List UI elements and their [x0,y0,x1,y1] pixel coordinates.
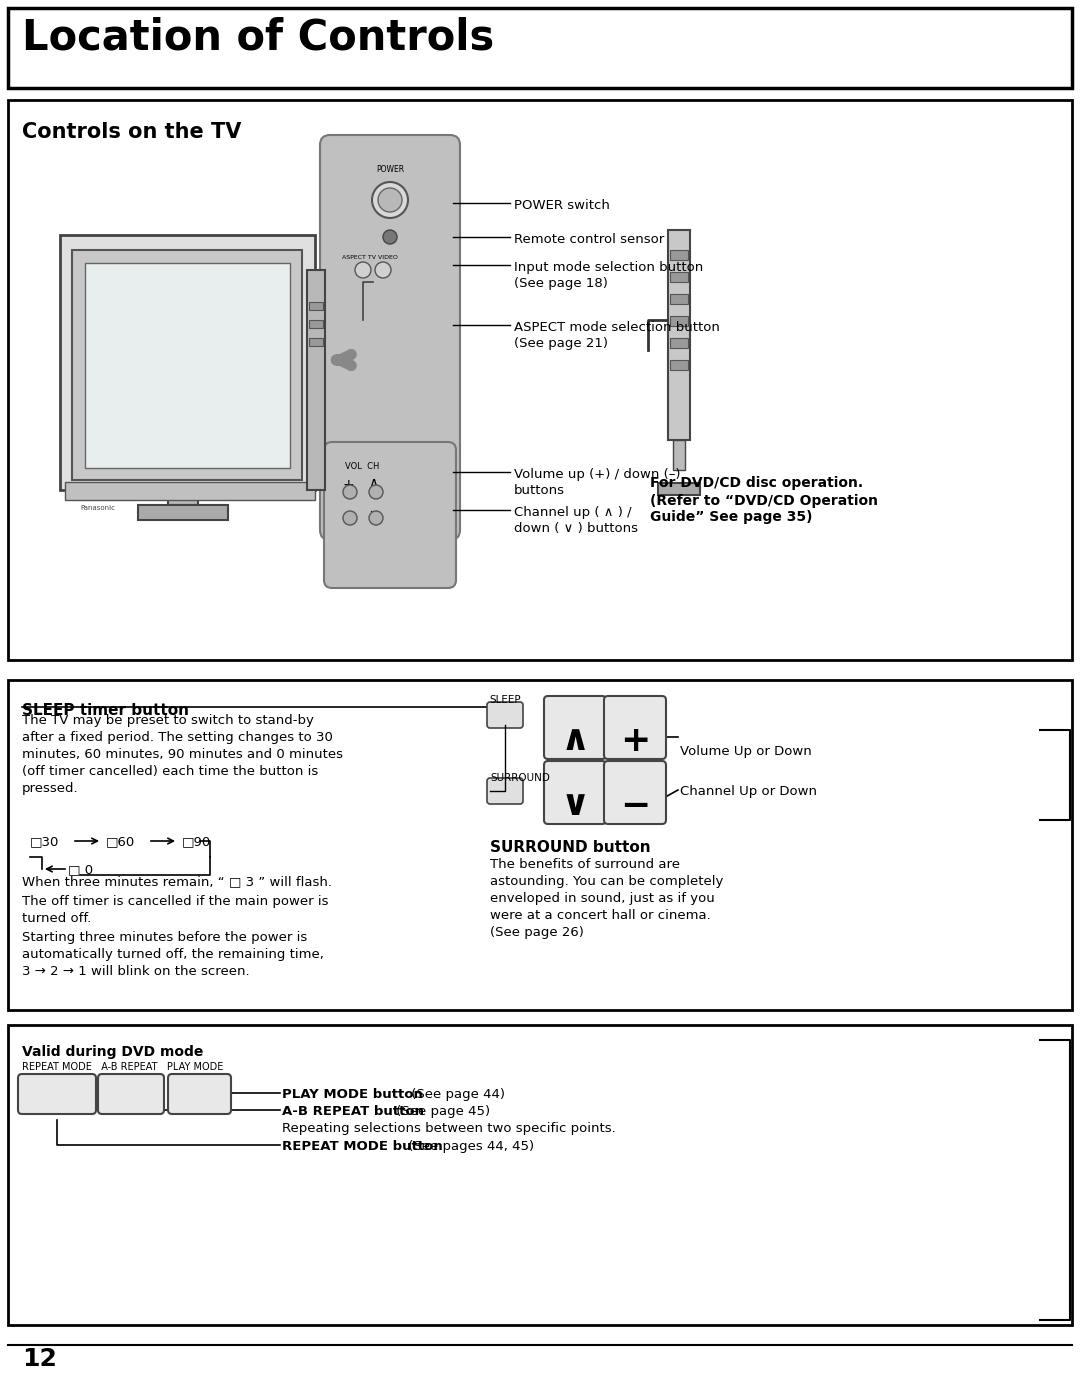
Bar [309,320,323,328]
Text: Repeating selections between two specific points.: Repeating selections between two specifi… [282,1122,616,1134]
FancyBboxPatch shape [604,761,666,824]
Circle shape [369,511,383,525]
Text: Channel up ( ∧ ) /
down ( ∨ ) buttons: Channel up ( ∧ ) / down ( ∨ ) buttons [514,506,638,535]
Text: Location of Controls: Location of Controls [22,15,495,59]
Text: (See pages 44, 45): (See pages 44, 45) [404,1140,535,1153]
Bar [658,483,700,495]
Circle shape [343,485,357,499]
Text: ASPECT mode selection button
(See page 21): ASPECT mode selection button (See page 2… [514,321,720,351]
Text: ∧: ∧ [368,476,378,490]
Bar [673,440,685,469]
Text: SLEEP timer button: SLEEP timer button [22,703,189,718]
FancyBboxPatch shape [604,696,666,759]
Circle shape [355,263,372,278]
Circle shape [383,231,397,244]
Text: □ 0: □ 0 [68,863,93,876]
Bar [309,338,323,346]
Text: SURROUND: SURROUND [490,773,550,782]
Text: Starting three minutes before the power is
automatically turned off, the remaini: Starting three minutes before the power … [22,930,324,978]
Text: SURROUND button: SURROUND button [490,840,650,855]
Bar [670,338,688,348]
Text: REPEAT MODE button: REPEAT MODE button [282,1140,443,1153]
Text: Controls on the TV: Controls on the TV [22,122,241,142]
Bar [65,482,315,500]
Bar [309,302,323,310]
Text: (Refer to “DVD/CD Operation
Guide” See page 35): (Refer to “DVD/CD Operation Guide” See p… [650,495,878,524]
Bar [670,250,688,260]
Text: POWER switch: POWER switch [514,198,610,212]
Circle shape [375,263,391,278]
Bar [60,235,315,490]
Text: The off timer is cancelled if the main power is
turned off.: The off timer is cancelled if the main p… [22,895,328,925]
Bar [8,680,1072,1010]
Text: VOL: VOL [622,694,644,705]
Text: −: − [620,789,650,823]
Bar [85,263,291,468]
Bar [138,504,228,520]
Text: Input mode selection button
(See page 18): Input mode selection button (See page 18… [514,261,703,291]
FancyBboxPatch shape [320,136,460,541]
Circle shape [378,189,402,212]
Text: −: − [342,510,353,524]
Bar [670,316,688,326]
Text: PLAY MODE button: PLAY MODE button [282,1088,423,1101]
Bar [670,293,688,305]
Bar [72,250,302,481]
Text: When three minutes remain, “ □ 3 ” will flash.: When three minutes remain, “ □ 3 ” will … [22,875,332,888]
Text: ASPECT TV VIDEO: ASPECT TV VIDEO [342,256,397,260]
Text: 12: 12 [22,1347,57,1370]
Text: (See page 44): (See page 44) [407,1088,505,1101]
Text: CH: CH [567,694,583,705]
Text: SLEEP: SLEEP [489,694,521,705]
Bar [670,360,688,370]
Bar [168,485,198,504]
FancyBboxPatch shape [487,703,523,728]
Bar [307,270,325,490]
Text: +: + [342,478,353,492]
Text: +: + [620,724,650,759]
Text: Panasonic: Panasonic [80,504,114,511]
Circle shape [343,511,357,525]
Bar [8,8,1072,88]
Text: □60: □60 [106,835,135,848]
Text: □90: □90 [183,835,212,848]
FancyBboxPatch shape [324,441,456,588]
FancyBboxPatch shape [18,1074,96,1113]
Text: ∨: ∨ [368,509,378,522]
Text: For DVD/CD disc operation.: For DVD/CD disc operation. [650,476,863,490]
Text: ∨: ∨ [561,788,590,821]
Text: Remote control sensor: Remote control sensor [514,233,664,246]
Text: □30: □30 [30,835,59,848]
Text: Valid during DVD mode: Valid during DVD mode [22,1045,203,1059]
Text: (See page 45): (See page 45) [392,1105,490,1118]
Bar [8,101,1072,659]
Text: The TV may be preset to switch to stand-by
after a fixed period. The setting cha: The TV may be preset to switch to stand-… [22,714,343,795]
Circle shape [369,485,383,499]
Text: ∧: ∧ [561,724,590,757]
Text: Volume Up or Down: Volume Up or Down [680,745,812,759]
Text: REPEAT MODE   A-B REPEAT   PLAY MODE: REPEAT MODE A-B REPEAT PLAY MODE [22,1062,224,1071]
Text: POWER: POWER [376,165,404,175]
FancyBboxPatch shape [98,1074,164,1113]
FancyBboxPatch shape [487,778,523,805]
FancyBboxPatch shape [544,761,606,824]
Text: Volume up (+) / down (–)
buttons: Volume up (+) / down (–) buttons [514,468,680,497]
Text: The benefits of surround are
astounding. You can be completely
enveloped in soun: The benefits of surround are astounding.… [490,858,724,939]
Text: A-B REPEAT button: A-B REPEAT button [282,1105,424,1118]
Bar [8,1025,1072,1324]
Text: VOL  CH: VOL CH [345,462,379,471]
Circle shape [372,182,408,218]
Text: Channel Up or Down: Channel Up or Down [680,785,816,798]
FancyBboxPatch shape [168,1074,231,1113]
FancyBboxPatch shape [544,696,606,759]
Bar [670,272,688,282]
Bar [669,231,690,440]
